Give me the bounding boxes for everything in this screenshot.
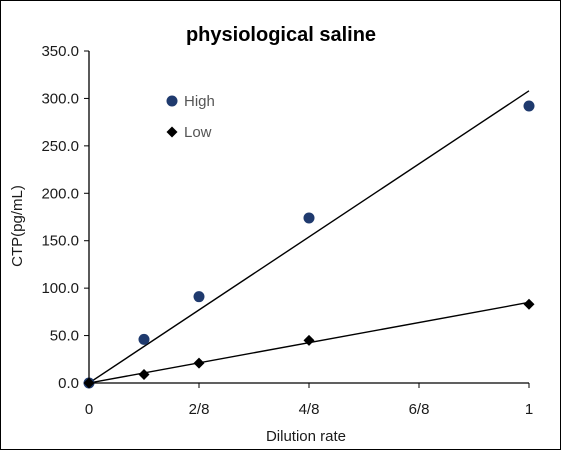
trendline-high — [88, 90, 530, 384]
data-points — [83, 100, 535, 389]
x-axis-ticks: 0 2/8 4/8 6/8 1 — [85, 383, 533, 418]
y-axis-ticks: 0.0 50.0 100.0 150.0 200.0 250.0 300.0 350.0 — [41, 43, 89, 392]
legend-marker-high — [166, 95, 178, 107]
point-low — [138, 368, 150, 380]
y-tick-label: 200.0 — [41, 185, 79, 202]
y-tick-label: 0.0 — [58, 375, 79, 392]
y-tick-label: 350.0 — [41, 43, 79, 60]
x-axis-title: Dilution rate — [266, 428, 346, 445]
x-tick-label: 2/8 — [189, 401, 210, 418]
chart-title: physiological saline — [186, 24, 376, 46]
point-high — [523, 100, 535, 112]
x-tick-label: 0 — [85, 401, 93, 418]
legend: High Low — [166, 93, 215, 141]
x-tick-label: 6/8 — [409, 401, 430, 418]
point-low — [523, 298, 535, 310]
point-low — [303, 334, 315, 346]
legend-label-high: High — [184, 93, 215, 110]
axes — [88, 51, 529, 384]
legend-marker-low — [166, 126, 178, 138]
y-tick-label: 250.0 — [41, 138, 79, 155]
y-tick-label: 150.0 — [41, 233, 79, 250]
y-tick-label: 50.0 — [50, 328, 79, 345]
point-low — [193, 357, 205, 369]
y-tick-label: 100.0 — [41, 280, 79, 297]
y-axis-title: CTP(pg/mL) — [9, 185, 26, 267]
x-tick-label: 1 — [525, 401, 533, 418]
y-tick-label: 300.0 — [41, 90, 79, 107]
x-tick-label: 4/8 — [299, 401, 320, 418]
point-high — [138, 333, 150, 345]
point-high — [303, 212, 315, 224]
point-high — [193, 291, 205, 303]
legend-label-low: Low — [184, 124, 212, 141]
